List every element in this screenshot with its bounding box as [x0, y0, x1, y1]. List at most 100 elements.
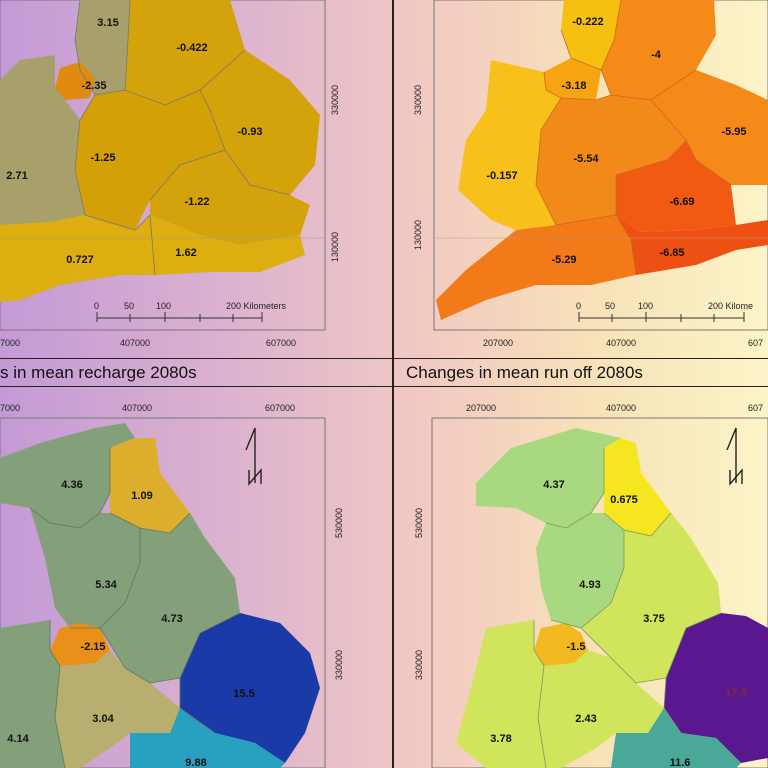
y-tick: 130000 — [413, 220, 423, 250]
region-4-36 — [0, 423, 135, 528]
scale-tick: 100 — [638, 301, 653, 311]
region-3-75 — [581, 513, 721, 683]
x-tick: 407000 — [606, 338, 636, 348]
region-0-675 — [604, 438, 671, 536]
scale-bar: 0 50 100 200 Kilometers — [94, 301, 287, 322]
region-label: 9.88 — [185, 757, 206, 768]
x-tick: 607000 — [266, 338, 296, 348]
region-neg-6-85 — [616, 215, 768, 275]
region-4-37 — [476, 428, 621, 528]
region-11-6 — [611, 708, 741, 768]
region-neg-0-422 — [125, 0, 245, 105]
region-label: 0.675 — [610, 494, 638, 506]
region-9-88 — [130, 708, 285, 768]
region-label: 4.73 — [161, 613, 182, 625]
region-label: 4.37 — [543, 479, 564, 491]
region-neg-0-222 — [561, 0, 621, 70]
y-tick: 130000 — [330, 232, 340, 262]
region-label: -1.22 — [184, 196, 209, 208]
region-label: -1.25 — [90, 152, 115, 164]
scale-tick: 50 — [124, 301, 134, 311]
scale-tick: 50 — [605, 301, 615, 311]
region-label: 5.34 — [95, 579, 117, 591]
region-label: 3.15 — [97, 17, 118, 29]
region-1-09 — [110, 438, 190, 533]
region-neg-1-25 — [75, 90, 225, 230]
region-label: 3.04 — [92, 713, 114, 725]
region-label: 3.78 — [490, 733, 511, 745]
region-label: 4.36 — [61, 479, 82, 491]
region-3-04 — [55, 650, 180, 768]
region-label: -0.157 — [486, 170, 517, 182]
scale-tick: 200 Kilome — [708, 301, 753, 311]
region-label: 4.14 — [7, 733, 29, 745]
y-tick: 330000 — [330, 85, 340, 115]
region-label: -3.18 — [561, 80, 586, 92]
panel-divider-vertical — [392, 0, 394, 768]
region-2-71 — [0, 55, 85, 225]
region-neg-6-69 — [616, 140, 736, 232]
y-tick: 330000 — [334, 650, 344, 680]
region-label: -5.54 — [573, 153, 599, 165]
x-tick: 407000 — [122, 403, 152, 413]
x-tick: 207000 — [483, 338, 513, 348]
map-frame — [433, 0, 768, 331]
region-neg-0-93 — [200, 50, 320, 195]
x-tick: 407000 — [120, 338, 150, 348]
y-tick: 330000 — [414, 650, 424, 680]
map-frame — [0, 417, 326, 768]
scale-tick: 200 Kilometers — [226, 301, 287, 311]
region-neg-2-15 — [50, 623, 110, 666]
region-5-34 — [30, 508, 140, 628]
region-15-5 — [180, 613, 320, 763]
scale-tick: 100 — [156, 301, 171, 311]
region-label: -2.15 — [80, 641, 105, 653]
region-4-73 — [100, 513, 240, 683]
panel-divider-top — [0, 358, 768, 359]
region-1-62 — [150, 215, 305, 275]
y-tick: 530000 — [334, 508, 344, 538]
region-label: 17.8 — [725, 687, 746, 699]
map-panel-runoff-top: -0.222 -4 -3.18 -5.95 -5.54 -0.157 -6.69… — [396, 0, 768, 358]
region-17-8 — [664, 613, 768, 763]
region-label: -5.29 — [551, 254, 576, 266]
map-frame — [0, 0, 326, 331]
caption-recharge: s in mean recharge 2080s — [0, 363, 197, 382]
region-label: 1.09 — [131, 490, 152, 502]
region-label: -6.85 — [659, 247, 684, 259]
region-4-14 — [0, 620, 65, 768]
y-tick: 330000 — [413, 85, 423, 115]
map-frame — [431, 417, 768, 768]
map-panel-runoff-bottom: 4.37 0.675 4.93 3.75 -1.5 17.8 2.43 3.78… — [396, 388, 768, 768]
region-neg-3-18 — [544, 58, 601, 100]
region-label: -4 — [651, 49, 662, 61]
y-tick: 530000 — [414, 508, 424, 538]
x-tick: 7000 — [0, 338, 20, 348]
map-panel-recharge-bottom: 4.36 1.09 5.34 4.73 -2.15 3.04 15.5 4.14… — [0, 388, 392, 768]
region-neg-1-5 — [534, 623, 588, 666]
north-arrow-icon — [245, 427, 262, 486]
x-tick: 607 — [748, 403, 763, 413]
caption-runoff: Changes in mean run off 2080s — [406, 363, 643, 382]
north-arrow-icon — [726, 427, 743, 486]
map-panel-recharge-top: 3.15 -0.422 -2.35 -0.93 -1.25 2.71 -1.22… — [0, 0, 392, 358]
region-4-93 — [536, 513, 624, 628]
region-label: -5.95 — [721, 126, 746, 138]
x-tick: 607 — [748, 338, 763, 348]
region-label: 4.93 — [579, 579, 600, 591]
region-label: 2.71 — [6, 170, 27, 182]
x-tick: 407000 — [606, 403, 636, 413]
x-tick: 7000 — [0, 403, 20, 413]
region-neg-5-29 — [436, 215, 636, 320]
region-label: -2.35 — [81, 80, 106, 92]
region-label: 15.5 — [233, 688, 254, 700]
region-3-15 — [75, 0, 130, 95]
region-neg-0-157 — [458, 60, 561, 230]
region-label: 2.43 — [575, 713, 596, 725]
panel-divider-bottom — [0, 386, 768, 387]
region-neg-5-54 — [536, 95, 686, 225]
x-tick: 207000 — [466, 403, 496, 413]
region-label: -0.93 — [237, 126, 262, 138]
region-neg-2-35 — [55, 62, 95, 100]
scale-tick: 0 — [576, 301, 581, 311]
